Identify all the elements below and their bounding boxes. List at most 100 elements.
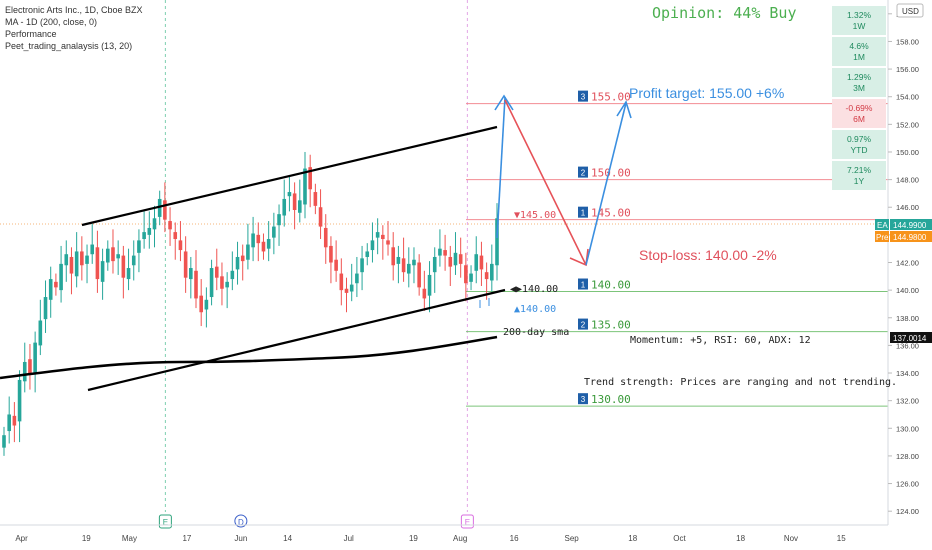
candle-body	[48, 279, 53, 300]
candle-body	[458, 254, 463, 264]
candle-body	[365, 251, 370, 257]
candle-body	[105, 248, 110, 263]
level-badge-number: 3	[581, 395, 586, 404]
candle-body	[235, 256, 240, 270]
candle-body	[370, 240, 375, 251]
profit-target-label: Profit target: 155.00 +6%	[629, 85, 784, 101]
channel-upper-line[interactable]	[81, 125, 498, 227]
time-tick-label: Oct	[673, 534, 686, 543]
candle-body	[432, 256, 437, 273]
level-badge	[578, 90, 588, 102]
time-tick-label: May	[122, 534, 137, 543]
marker-145-label: ▼145.00	[514, 210, 556, 221]
level-label-l145: 145.00	[591, 207, 631, 220]
perf-value: 4.6%	[849, 41, 869, 51]
ea-tag: EA	[877, 221, 888, 230]
stop-loss-label: Stop-loss: 140.00 -2%	[639, 247, 777, 263]
candle-body	[406, 263, 411, 274]
level-badge-number: 1	[581, 281, 586, 290]
candle-body	[28, 359, 32, 375]
event-letter: E	[163, 518, 168, 527]
trend-strength-label: Trend strength: Prices are ranging and n…	[584, 377, 897, 388]
candle-body	[266, 239, 271, 249]
candle-body	[116, 254, 120, 259]
candle-body	[396, 256, 401, 264]
candle-body	[427, 274, 432, 296]
candle-body	[168, 221, 172, 230]
level-label-l130: 130.00	[591, 393, 631, 406]
opinion-label: Opinion: 44% Buy	[652, 4, 797, 22]
symbol-title: Electronic Arts Inc., 1D, Cboe BZX	[5, 5, 143, 15]
candles	[2, 151, 499, 456]
candle-body	[183, 251, 188, 278]
candle-body	[69, 256, 74, 274]
perf-period: 3M	[853, 83, 865, 93]
price-tick-label: 128.00	[896, 452, 919, 461]
peet-legend: Peet_trading_analaysis (13, 20)	[5, 41, 132, 51]
signal-arrows	[479, 298, 490, 308]
ma-legend: MA - 1D (200, close, 0)	[5, 17, 97, 27]
price-tick-label: 158.00	[896, 37, 919, 46]
candle-body	[147, 227, 152, 235]
candle-body	[74, 251, 79, 277]
candle-body	[448, 256, 453, 267]
price-tick-label: 156.00	[896, 65, 919, 74]
candle-body	[334, 259, 338, 271]
perf-value: 0.97%	[847, 134, 872, 144]
candle-body	[438, 248, 442, 256]
event-letter: E	[465, 518, 470, 527]
candle-body	[2, 435, 6, 448]
candle-body	[240, 255, 245, 262]
price-tick-label: 132.00	[896, 397, 919, 406]
candle-body	[189, 268, 193, 280]
perf-period: 6M	[853, 114, 865, 124]
candle-body	[401, 258, 406, 273]
time-tick-label: 18	[628, 534, 637, 543]
candle-body	[214, 266, 219, 278]
time-tick-label: 17	[182, 534, 191, 543]
performance-table: 1.32%1W 4.6%1M 1.29%3M -0.69%6M 0.97%YTD 7.21…	[832, 6, 886, 190]
candle-body	[22, 361, 27, 382]
performance-legend: Performance	[5, 29, 57, 39]
time-tick-label: Apr	[15, 534, 28, 543]
candle-body	[17, 379, 22, 422]
perf-cell	[832, 6, 886, 35]
candle-body	[163, 200, 167, 220]
candle-body	[54, 281, 58, 288]
perf-value: 7.21%	[847, 165, 872, 175]
level-badge-number: 1	[581, 209, 586, 218]
candle-body	[204, 299, 209, 310]
candle-body	[199, 295, 203, 313]
price-tick-label: 152.00	[896, 120, 919, 129]
channel-lower-line[interactable]	[87, 288, 506, 392]
candle-body	[12, 415, 17, 426]
price-tick-label: 124.00	[896, 507, 919, 516]
candle-body	[38, 320, 43, 346]
perf-cell	[832, 130, 886, 159]
time-tick-label: Nov	[784, 534, 798, 543]
candle-body	[131, 255, 136, 266]
price-tick-label: 148.00	[896, 176, 919, 185]
candle-body	[323, 227, 328, 248]
price-tick-label: 134.00	[896, 369, 919, 378]
candle-body	[355, 273, 359, 284]
price-tick-label: 154.00	[896, 93, 919, 102]
candle-body	[142, 232, 146, 240]
candle-body	[391, 247, 396, 266]
candle-body	[43, 297, 48, 320]
candle-body	[453, 252, 458, 266]
price-tick-label: 136.00	[896, 341, 919, 350]
dividend-marker[interactable]	[234, 514, 248, 528]
price-tick-label: 142.00	[896, 259, 919, 268]
candle-body	[344, 288, 349, 293]
time-tick-label: Jul	[344, 534, 354, 543]
perf-cell	[832, 68, 886, 97]
pre-price-tag: 144.9800	[893, 233, 927, 242]
perf-period: 1Y	[854, 176, 865, 186]
time-tick-label: 19	[82, 534, 91, 543]
projection-up-arrowhead	[494, 94, 514, 111]
candle-body	[59, 263, 63, 291]
candle-body	[100, 261, 105, 282]
candle-body	[80, 251, 84, 266]
